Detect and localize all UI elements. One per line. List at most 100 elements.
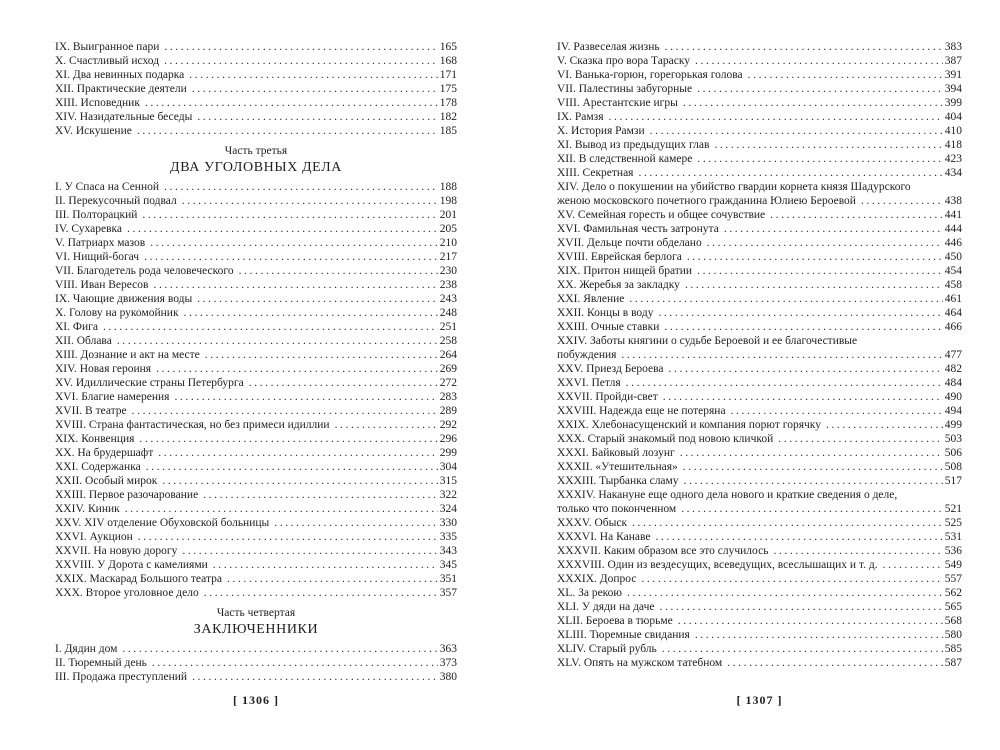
toc-entry-page: 391 (944, 69, 962, 81)
toc-entry-line1: XXIV. Заботы княгини о судьбе Бероевой и… (557, 335, 858, 347)
toc-entry-page: 324 (439, 503, 457, 515)
dot-leader (826, 418, 943, 432)
toc-entry-title: IX. Выигранное пари (55, 41, 160, 53)
toc-entry-page: 499 (944, 419, 962, 431)
toc-entry-row: VII. Благодетель рода человеческого 230 (55, 264, 457, 278)
toc-entry: XV. Идиллические страны Петербурга 272 (55, 376, 457, 390)
toc-entry-row: XXII. Концы в воду 464 (557, 306, 962, 320)
toc-entry-row: XLIV. Старый рубль 585 (557, 642, 962, 656)
toc-entry-row: только что поконченном 521 (557, 502, 962, 516)
dot-leader (727, 656, 943, 670)
dot-leader (164, 54, 438, 68)
toc-entry-page: 531 (944, 531, 962, 543)
toc-entry: XIV. Дело о покушении на убийство гварди… (557, 180, 962, 208)
toc-entry-page: 178 (439, 97, 457, 109)
toc-entry-title: XVI. Благие намерения (55, 391, 170, 403)
toc-entry-row: XVI. Фамильная честь затронута 444 (557, 222, 962, 236)
toc-entry-page: 304 (439, 461, 457, 473)
toc-entry-page: 283 (439, 391, 457, 403)
toc-entry: XII. В следственной камере 423 (557, 152, 962, 166)
dot-leader (162, 474, 437, 488)
toc-entry: XI. Фига 251 (55, 320, 457, 334)
dot-leader (153, 278, 437, 292)
dot-leader (139, 432, 437, 446)
toc-entry-title: XXVI. Аукцион (55, 531, 133, 543)
toc-entry-page: 185 (439, 125, 457, 137)
toc-entry-page: 508 (944, 461, 962, 473)
toc-entry-title: XI. Фига (55, 321, 98, 333)
toc-entry: XIV. Назидательные беседы 182 (55, 110, 457, 124)
dot-leader (778, 432, 942, 446)
toc-entry: III. Полторацкий 201 (55, 208, 457, 222)
toc-entry-page: 269 (439, 363, 457, 375)
toc-entry-title: III. Полторацкий (55, 209, 138, 221)
toc-entry-row: XXXV. Обыск 525 (557, 516, 962, 530)
toc-entry: XII. Практические деятели 175 (55, 82, 457, 96)
toc-entry: XXI. Явление 461 (557, 292, 962, 306)
toc-entry-row: XXII. Особый мирок 315 (55, 474, 457, 488)
toc-entry-title: XXXIX. Допрос (557, 573, 637, 585)
dot-leader (684, 474, 943, 488)
toc-entry-row: XXVIII. У Дорота с камелиями 345 (55, 558, 457, 572)
toc-entry-page: 477 (944, 349, 962, 361)
dot-leader (662, 642, 943, 656)
toc-entry-title: XXXII. «Утешительная» (557, 461, 678, 473)
toc-entry-page: 549 (944, 559, 962, 571)
dot-leader (650, 124, 943, 138)
toc-entry-title: XXIII. Первое разочарование (55, 489, 199, 501)
toc-entry-row: VIII. Иван Вересов 238 (55, 278, 457, 292)
toc-entry-page: 315 (439, 475, 457, 487)
toc-entry-title: X. Счастливый исход (55, 55, 160, 67)
toc-entry-title: XXXI. Байковый лозунг (557, 447, 675, 459)
dot-leader (158, 446, 437, 460)
toc-entry-row: VII. Палестины забугорные 394 (557, 82, 962, 96)
toc-entry-page: 506 (944, 447, 962, 459)
toc-entry: IX. Выигранное пари 165 (55, 40, 457, 54)
toc-entry-title: XXXVII. Каким образом все это случилось (557, 545, 769, 557)
toc-entry-page: 521 (944, 503, 962, 515)
dot-leader (609, 110, 943, 124)
toc-entry-page: 423 (944, 153, 962, 165)
toc-entry: XIII. Дознание и акт на месте 264 (55, 348, 457, 362)
dot-leader (663, 390, 943, 404)
toc-entry-page: 494 (944, 405, 962, 417)
toc-entry: XXXIII. Тырбанка сламу 517 (557, 474, 962, 488)
toc-entry-title: VI. Ванька-горюн, горегорькая голова (557, 69, 743, 81)
toc-entry-page: 292 (439, 419, 457, 431)
toc-entry: XXIV. Киник 324 (55, 502, 457, 516)
toc-entry-row: XXVII. Пройди-свет 490 (557, 390, 962, 404)
toc-entry-row: VI. Ванька-горюн, горегорькая голова 391 (557, 68, 962, 82)
dot-leader (150, 236, 438, 250)
toc-entry: XXXVII. Каким образом все это случилось 5… (557, 544, 962, 558)
toc-entry-page: 217 (439, 251, 457, 263)
toc-entry-title: IV. Сухаревка (55, 223, 123, 235)
toc-entry-page: 444 (944, 223, 962, 235)
toc-entry-page: 383 (944, 41, 962, 53)
toc-entry-title: XII. Облава (55, 335, 112, 347)
toc-entry-title: XIV. Назидательные беседы (55, 111, 193, 123)
toc-entry-page: 454 (944, 265, 962, 277)
dot-leader (683, 460, 943, 474)
toc-entry-title: XX. Жеребья за закладку (557, 279, 680, 291)
dot-leader (655, 530, 942, 544)
toc-entry-page: 230 (439, 265, 457, 277)
toc-entry-title: побуждения (557, 349, 617, 361)
dot-leader (213, 558, 438, 572)
toc-entry-page: 165 (439, 41, 457, 53)
dot-leader (724, 222, 943, 236)
toc-entry-row: XVII. В театре 289 (55, 404, 457, 418)
toc-entry-page: 380 (439, 671, 457, 683)
toc-entry-row: XIX. Притон нищей братии 454 (557, 264, 962, 278)
toc-entry-row: XXIX. Хлебонасущенский и компания порют … (557, 418, 962, 432)
toc-entry: XLII. Бероева в тюрьме 568 (557, 614, 962, 628)
toc-entry-page: 404 (944, 111, 962, 123)
toc-entry-page: 175 (439, 83, 457, 95)
dot-leader (621, 348, 942, 362)
toc-entry-row: XXXIX. Допрос 557 (557, 572, 962, 586)
toc-entry-page: 363 (439, 643, 457, 655)
toc-entry-title: XXVI. Петля (557, 377, 621, 389)
toc-entry-title: XVII. Дельце почти обделано (557, 237, 702, 249)
toc-entry-page: 580 (944, 629, 962, 641)
toc-entry-row: XXV. Приезд Бероева 482 (557, 362, 962, 376)
toc-entry-title: I. Дядин дом (55, 643, 118, 655)
